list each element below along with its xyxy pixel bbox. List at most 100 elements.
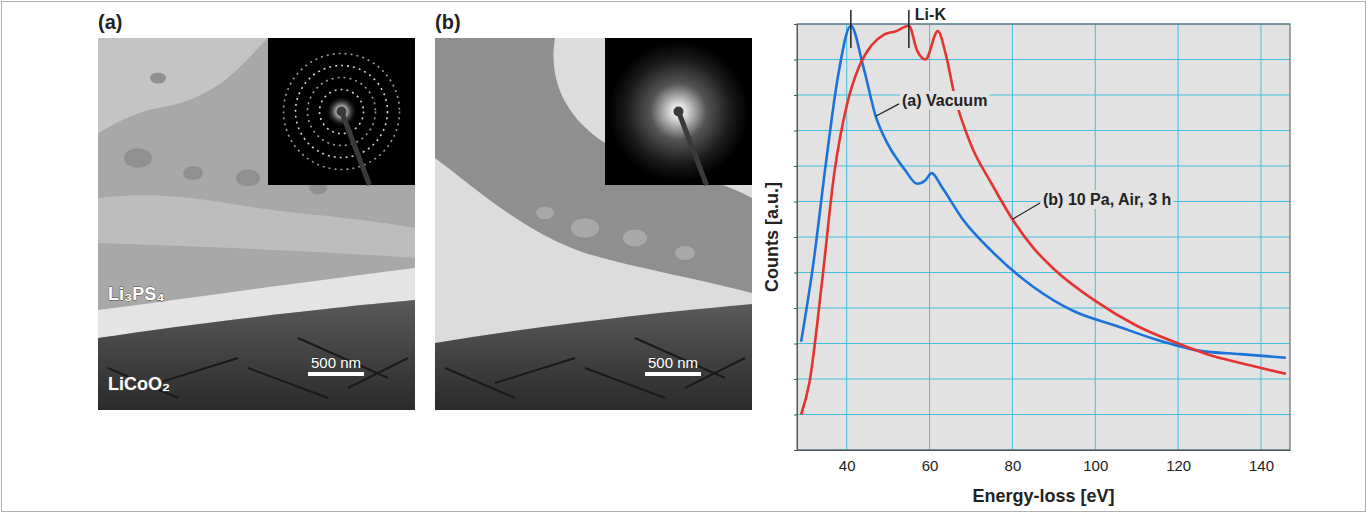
y-tick	[794, 131, 797, 132]
plot-background	[797, 24, 1290, 450]
x-axis: 40 60 80 100 120 140	[798, 450, 1291, 474]
y-tick	[794, 450, 797, 451]
x-tick: 120	[1166, 450, 1191, 474]
diffraction-spot	[326, 96, 358, 128]
series-label: (a) Vacuum	[902, 92, 987, 109]
x-tick: 60	[922, 450, 939, 474]
x-tick: 140	[1249, 450, 1274, 474]
beam-stopper	[337, 107, 347, 117]
grid-line	[797, 237, 1290, 238]
y-axis	[794, 25, 798, 451]
y-axis-title: Counts [a.u.]	[762, 182, 782, 292]
diffraction-ring	[308, 78, 376, 146]
series-callout: (b) 10 Pa, Air, 3 h	[1012, 190, 1173, 219]
micrograph: Li₃PS₄ LiCoO₂ 500 nm	[98, 38, 415, 410]
image-region	[98, 38, 268, 133]
y-tick-mark	[794, 415, 797, 416]
image-texture	[108, 368, 178, 398]
edge-marker	[850, 10, 852, 48]
image-texture	[236, 170, 260, 187]
image-texture	[675, 246, 695, 260]
grid-line	[797, 379, 1290, 380]
inset-ground	[268, 38, 415, 185]
x-tick: 40	[839, 450, 856, 474]
diffraction-inset	[605, 38, 752, 185]
y-tick	[794, 24, 797, 25]
region-label: Li₃PS₄	[108, 284, 165, 304]
edge-marker	[908, 10, 910, 48]
diffraction-ring	[320, 90, 364, 134]
image-texture	[183, 166, 203, 180]
y-tick-mark	[794, 379, 797, 380]
series-group	[801, 26, 1286, 415]
series-line	[801, 26, 1286, 358]
beam-stopper	[679, 112, 707, 186]
grid-line	[797, 308, 1290, 309]
edge-label: Li-K	[915, 6, 947, 23]
grid-line	[797, 59, 1290, 60]
y-tick	[794, 415, 797, 416]
leader-line	[1012, 203, 1040, 219]
scale-bar	[645, 372, 701, 376]
y-tick	[794, 202, 797, 203]
image-region	[435, 304, 752, 410]
y-tick-mark	[794, 237, 797, 238]
diffraction-ring	[296, 66, 388, 158]
x-tick-label: 120	[1166, 457, 1191, 474]
image-region	[98, 195, 415, 258]
y-tick	[794, 237, 797, 238]
panel-letter: (b)	[435, 11, 461, 33]
region-label: LiCoO₂	[108, 374, 170, 394]
x-tick-label: 80	[1005, 457, 1022, 474]
series-line	[801, 26, 1286, 415]
inset-ground	[605, 38, 752, 185]
x-tick-label: 140	[1249, 457, 1274, 474]
y-tick	[794, 379, 797, 380]
image-region	[98, 300, 415, 410]
x-tick: 80	[1005, 450, 1022, 474]
y-tick-mark	[794, 24, 797, 25]
figure-frame	[2, 2, 1366, 512]
chart: 40 60 80 100 120 140 Energy-loss [eV] Counts [a…	[762, 6, 1291, 506]
figure: Li₃PS₄ LiCoO₂ 500 nm (a) 500 nm (b) 40 60 80 100 1…	[0, 0, 1367, 513]
series-callout: (a) Vacuum	[876, 91, 990, 116]
grid	[797, 24, 1290, 450]
micrograph: 500 nm	[435, 38, 752, 410]
image-texture	[124, 148, 152, 168]
x-tick-label: 60	[922, 457, 939, 474]
grid-line	[797, 130, 1290, 131]
image-ground	[98, 38, 415, 410]
y-tick-mark	[794, 308, 797, 309]
y-tick-mark	[794, 202, 797, 203]
y-axis-line	[794, 25, 798, 451]
image-texture	[571, 218, 599, 238]
grid-line	[797, 414, 1290, 415]
scale-bar	[308, 372, 364, 376]
plot-frame	[797, 24, 1290, 450]
x-axis-title: Energy-loss [eV]	[972, 486, 1114, 506]
y-tick	[794, 166, 797, 167]
x-tick-label: 100	[1083, 457, 1108, 474]
image-texture	[536, 207, 554, 220]
y-tick-mark	[794, 450, 797, 451]
scale-bar-label: 500 nm	[648, 354, 698, 371]
image-texture	[158, 358, 238, 383]
scale-bar-label: 500 nm	[311, 354, 361, 371]
callout-patch	[1041, 190, 1173, 209]
x-tick-label: 40	[839, 457, 856, 474]
y-tick-mark	[794, 131, 797, 132]
diffraction-halo	[609, 42, 749, 182]
grid-line	[797, 272, 1290, 273]
image-region	[435, 38, 752, 293]
series-label: (b) 10 Pa, Air, 3 h	[1043, 191, 1171, 208]
y-tick	[794, 95, 797, 96]
panel-letter: (a)	[98, 11, 122, 33]
y-tick-mark	[794, 95, 797, 96]
beam-stopper	[342, 112, 370, 186]
y-tick-mark	[794, 60, 797, 61]
diffraction-ring	[284, 54, 400, 170]
diffraction-inset	[268, 38, 415, 185]
image-texture	[445, 368, 515, 398]
grid-line	[797, 166, 1290, 167]
y-tick-mark	[794, 344, 797, 345]
